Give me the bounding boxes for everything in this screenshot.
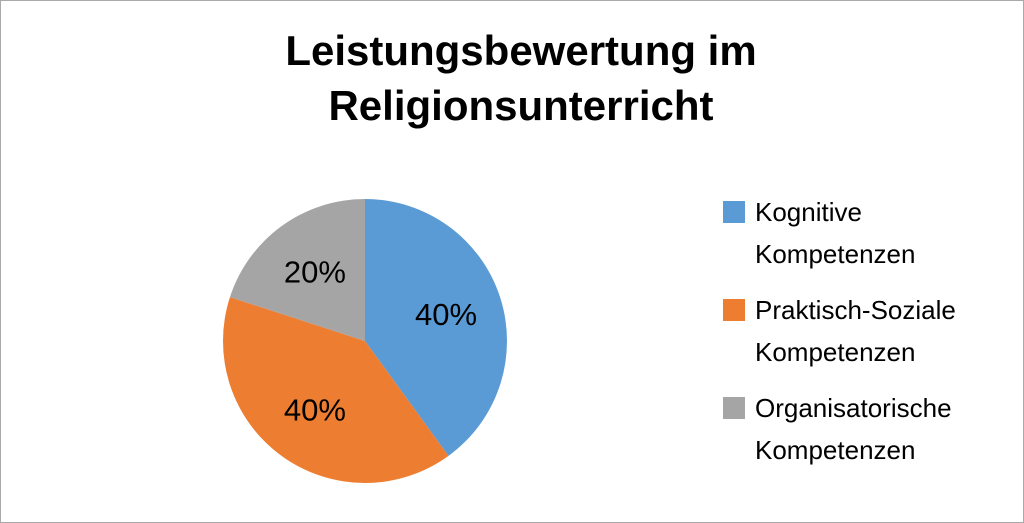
legend-swatch-kognitive-icon — [723, 201, 745, 223]
legend-label-praktisch-soziale: Praktisch-Soziale Kompetenzen — [755, 295, 956, 367]
legend-entry-kognitive: Kognitive Kompetenzen — [723, 191, 1008, 275]
pie-chart: 40% 40% 20% — [222, 199, 508, 484]
legend-entry-praktisch-soziale: Praktisch-Soziale Kompetenzen — [723, 289, 1008, 373]
pie-data-label-kognitive-kompetenzen: 40% — [415, 297, 477, 332]
pie-slice-kognitive-kompetenzen — [365, 199, 508, 456]
pie-data-label-praktisch-soziale-kompetenzen: 40% — [284, 392, 346, 427]
legend-entry-organisatorische: Organisatorische Kompetenzen — [723, 387, 1008, 471]
legend-label-kognitive: Kognitive Kompetenzen — [755, 197, 916, 269]
pie-slice-organisatorische-kompetenzen — [229, 199, 365, 341]
legend-label-organisatorische: Organisatorische Kompetenzen — [755, 393, 952, 465]
chart-title: Leistungsbewertung im Religionsunterrich… — [285, 27, 757, 129]
pie-data-label-organisatorische-kompetenzen: 20% — [284, 255, 346, 290]
legend-swatch-organisatorische-icon — [723, 397, 745, 419]
pie-slice-praktisch-soziale-kompetenzen — [222, 297, 449, 484]
legend: Kognitive Kompetenzen Praktisch-Soziale … — [723, 191, 1008, 485]
legend-swatch-praktisch-soziale-icon — [723, 299, 745, 321]
